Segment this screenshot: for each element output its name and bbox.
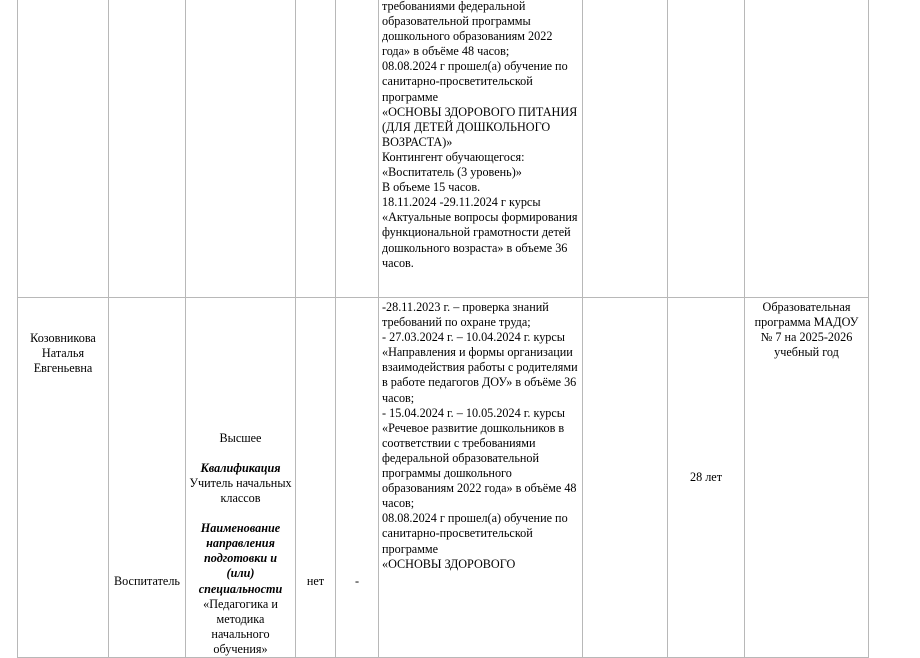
degree-cell — [335, 0, 379, 298]
experience-cell: 28 лет — [667, 297, 745, 658]
category-cell: нет — [295, 297, 336, 658]
experience-cell — [667, 0, 745, 298]
training-cell: требованиями федеральной образовательной… — [378, 0, 583, 298]
position-cell: Воспитатель — [108, 297, 186, 658]
qualification-label: Квалификация — [200, 460, 281, 475]
education-cell: Высшее Квалификация Учитель начальных кл… — [185, 297, 296, 658]
table-row: требованиями федеральной образовательной… — [17, 0, 869, 298]
position-cell — [108, 0, 186, 298]
program-cell — [744, 0, 869, 298]
education-level: Высшее — [219, 430, 262, 445]
empty-cell — [582, 0, 668, 298]
category-cell — [295, 0, 336, 298]
qualification-value: Учитель начальных классов — [189, 475, 292, 506]
program-cell: Образовательная программа МАДОУ № 7 на 2… — [744, 297, 869, 658]
specialty-value: «Педагогика и методика начального обучен… — [203, 596, 278, 656]
training-cell: -28.11.2023 г. – проверка знаний требова… — [378, 297, 583, 658]
table-row: Козовникова Наталья Евгеньевна Воспитате… — [17, 297, 869, 658]
name-cell — [17, 0, 109, 298]
name-cell: Козовникова Наталья Евгеньевна — [17, 297, 109, 658]
specialty-label: Наименование направления подготовки и (и… — [198, 521, 283, 596]
staff-table: требованиями федеральной образовательной… — [17, 0, 869, 658]
empty-cell — [582, 297, 668, 658]
education-cell — [185, 0, 296, 298]
degree-cell: - — [335, 297, 379, 658]
